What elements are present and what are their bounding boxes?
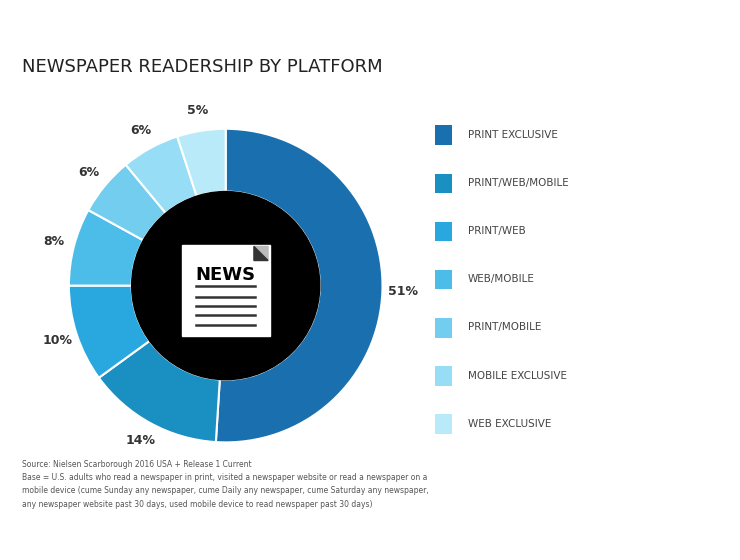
Wedge shape: [88, 165, 166, 240]
FancyBboxPatch shape: [182, 245, 269, 336]
Wedge shape: [216, 129, 383, 442]
FancyBboxPatch shape: [435, 125, 452, 145]
Text: PRINT/WEB: PRINT/WEB: [468, 226, 525, 236]
Text: MOBILE EXCLUSIVE: MOBILE EXCLUSIVE: [468, 371, 567, 381]
Text: PRINT/WEB/MOBILE: PRINT/WEB/MOBILE: [468, 178, 568, 188]
Text: Source: Nielsen Scarborough 2016 USA + Release 1 Current
Base = U.S. adults who : Source: Nielsen Scarborough 2016 USA + R…: [22, 460, 428, 508]
Text: PRINT/MOBILE: PRINT/MOBILE: [468, 323, 541, 333]
Text: 6%: 6%: [78, 166, 100, 179]
Wedge shape: [178, 129, 226, 196]
Text: 5%: 5%: [187, 104, 209, 117]
Text: WEB/MOBILE: WEB/MOBILE: [468, 274, 534, 284]
Text: 14%: 14%: [125, 435, 155, 447]
Text: 8%: 8%: [44, 235, 64, 248]
Circle shape: [132, 192, 320, 380]
Text: 51%: 51%: [388, 284, 418, 298]
Text: NEWS: NEWS: [195, 265, 256, 283]
Wedge shape: [69, 210, 144, 286]
Text: 6%: 6%: [130, 124, 151, 137]
FancyBboxPatch shape: [435, 366, 452, 386]
FancyBboxPatch shape: [435, 318, 452, 338]
Text: n: n: [683, 3, 704, 34]
Text: PRINT EXCLUSIVE: PRINT EXCLUSIVE: [468, 130, 557, 140]
FancyBboxPatch shape: [435, 270, 452, 290]
Polygon shape: [254, 246, 268, 260]
Wedge shape: [99, 341, 220, 442]
FancyBboxPatch shape: [435, 414, 452, 434]
Text: Copyright © 2016 The Nielsen Company: Copyright © 2016 The Nielsen Company: [22, 540, 221, 549]
Polygon shape: [254, 246, 268, 260]
Wedge shape: [69, 286, 149, 378]
FancyBboxPatch shape: [435, 174, 452, 193]
Text: NEWSPAPER READERSHIP BY PLATFORM: NEWSPAPER READERSHIP BY PLATFORM: [22, 58, 383, 76]
Text: 10%: 10%: [42, 334, 73, 347]
FancyBboxPatch shape: [435, 222, 452, 241]
Text: WEB EXCLUSIVE: WEB EXCLUSIVE: [468, 419, 551, 429]
Wedge shape: [126, 137, 197, 213]
